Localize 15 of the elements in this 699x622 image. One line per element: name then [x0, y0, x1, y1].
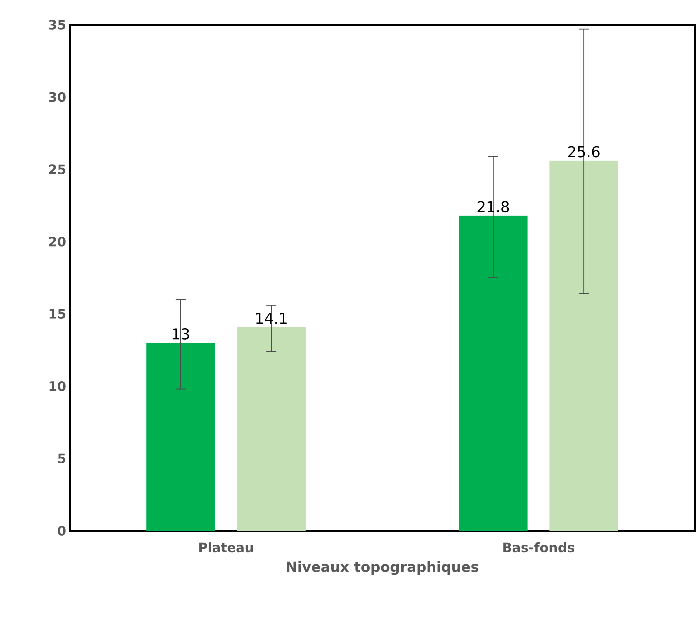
bar — [237, 327, 306, 531]
bar — [550, 160, 618, 531]
y-tick-label: 35 — [49, 20, 66, 30]
y-tick-label: 15 — [50, 309, 66, 319]
y-tick-label: 0 — [58, 526, 66, 536]
bar — [146, 343, 216, 531]
y-tick-label: 20 — [49, 236, 66, 247]
y-tick-label: 25 — [49, 164, 66, 174]
y-tick-label: 10 — [50, 382, 66, 392]
y-tick-label: 30 — [49, 92, 66, 102]
x-axis-title: Niveaux topographiques — [287, 561, 479, 576]
y-tick-label: 5 — [58, 454, 66, 464]
x-tick-label: Plateau — [200, 542, 254, 553]
bar — [459, 216, 528, 531]
x-tick-label: Bas-fonds — [504, 542, 574, 553]
